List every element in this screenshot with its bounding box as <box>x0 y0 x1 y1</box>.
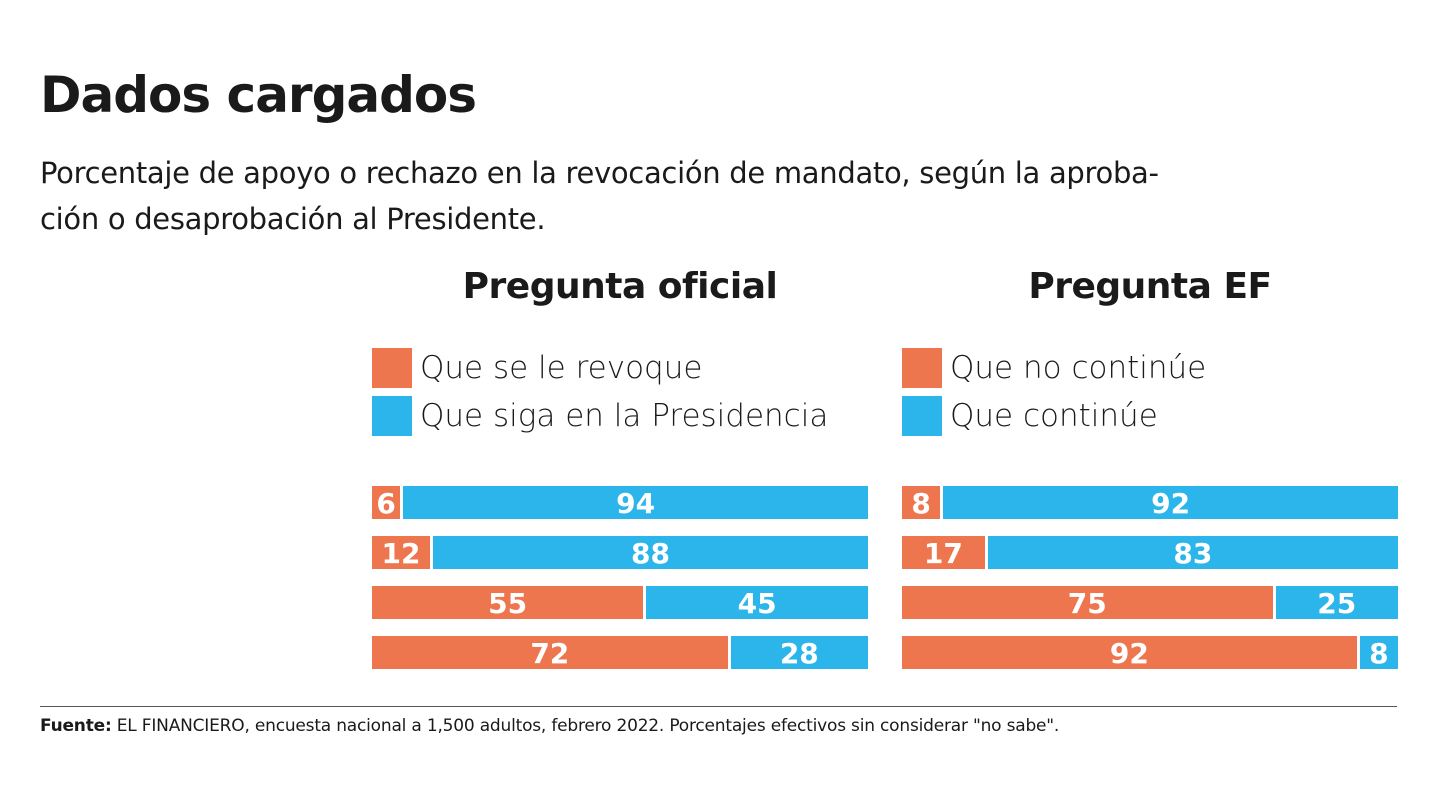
panel-pregunta-oficial: Pregunta oficial Que se le revoque Que s… <box>372 262 868 670</box>
bar-segment-blue: 83 <box>987 536 1398 570</box>
legend-label: Que no continúe <box>950 350 1207 386</box>
legend-swatch-orange <box>902 348 942 388</box>
legend-label: Que siga en la Presidencia <box>420 398 829 434</box>
bar-segment-orange: 75 <box>902 586 1273 620</box>
legend-swatch-orange <box>372 348 412 388</box>
bar-segment-orange: 8 <box>902 486 941 520</box>
source-note: Fuente: EL FINANCIERO, encuesta nacional… <box>40 716 1059 736</box>
source-label: Fuente: <box>40 716 112 736</box>
legend-item: Que siga en la Presidencia <box>372 396 828 436</box>
bar-row: 72 28 <box>372 636 868 670</box>
panel-title: Pregunta EF <box>1028 266 1272 307</box>
bar-segment-blue: 92 <box>943 486 1398 520</box>
legend-item: Que se le revoque <box>372 348 702 388</box>
bar-segment-orange: 12 <box>372 536 431 570</box>
bar-segment-orange: 6 <box>372 486 401 520</box>
chart-subtitle: Porcentaje de apoyo o rechazo en la revo… <box>40 156 1159 236</box>
chart-title: Dados cargados <box>40 66 477 124</box>
panel-pregunta-ef: Pregunta EF Que no continúe Que continúe… <box>902 262 1398 670</box>
bar-segment-orange: 17 <box>902 536 985 570</box>
legend-label: Que continúe <box>950 398 1158 434</box>
bar-row: 92 8 <box>902 636 1398 670</box>
bar-segment-orange: 72 <box>372 636 728 670</box>
legend-swatch-blue <box>902 396 942 436</box>
legend-item: Que no continúe <box>902 348 1206 388</box>
bar-segment-blue: 94 <box>403 486 868 520</box>
bar-row: 6 94 <box>372 486 868 520</box>
bar-segment-orange: 55 <box>372 586 644 620</box>
bar-segment-blue: 88 <box>433 536 868 570</box>
divider <box>40 706 1397 707</box>
bar-row: 55 45 <box>372 586 868 620</box>
bar-segment-blue: 8 <box>1359 636 1398 670</box>
bar-segment-orange: 92 <box>902 636 1357 670</box>
bar-segment-blue: 28 <box>730 636 868 670</box>
bar-row: 8 92 <box>902 486 1398 520</box>
bar-row: 17 83 <box>902 536 1398 570</box>
legend-label: Que se le revoque <box>420 350 703 386</box>
bar-segment-blue: 45 <box>646 586 868 620</box>
bar-row: 75 25 <box>902 586 1398 620</box>
panel-title: Pregunta oficial <box>462 266 778 307</box>
bar-row: 12 88 <box>372 536 868 570</box>
legend-swatch-blue <box>372 396 412 436</box>
legend-item: Que continúe <box>902 396 1158 436</box>
source-text: EL FINANCIERO, encuesta nacional a 1,500… <box>111 716 1060 736</box>
bar-segment-blue: 25 <box>1275 586 1398 620</box>
